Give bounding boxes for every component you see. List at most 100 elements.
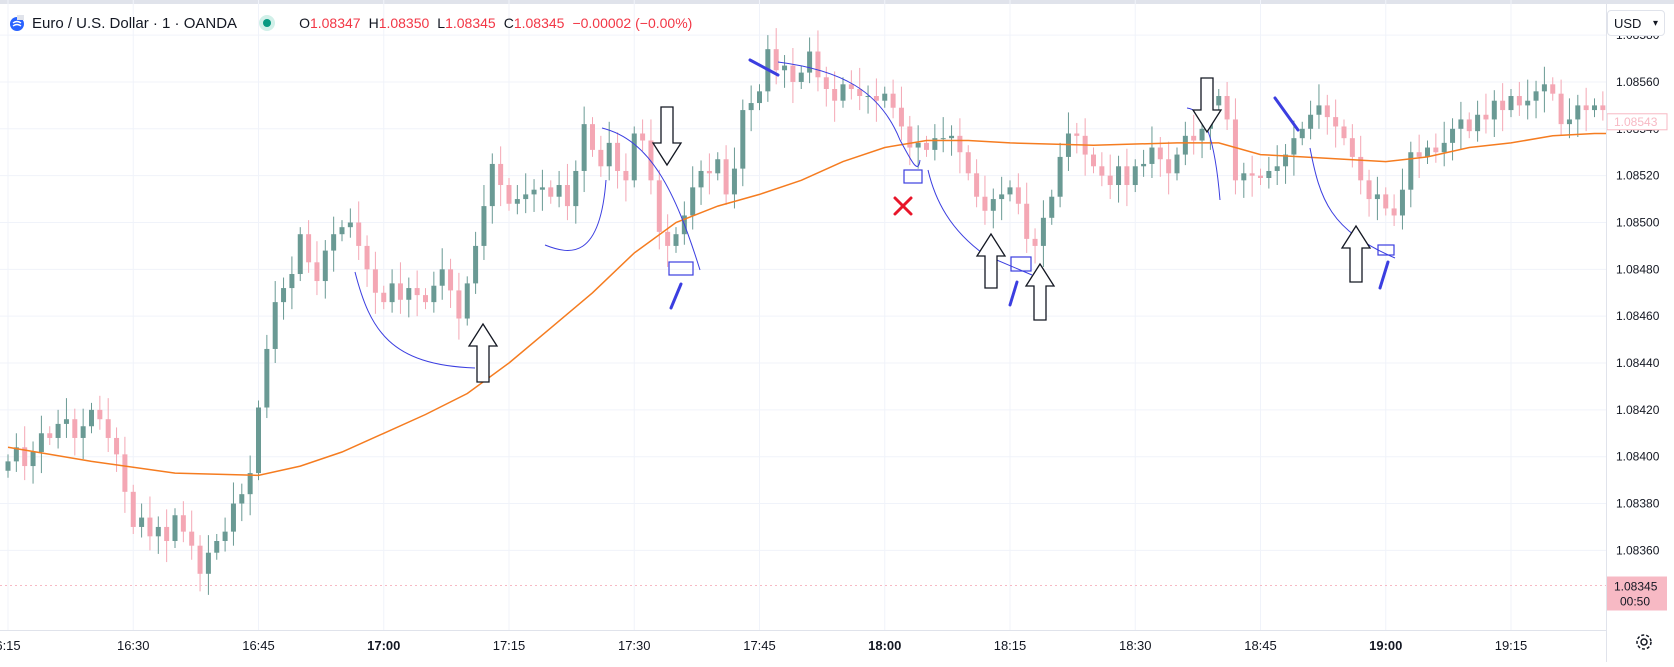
candle-body [965, 152, 971, 174]
drawing-stroke-4[interactable] [1273, 96, 1300, 132]
candle-body [464, 283, 470, 319]
candle-body [489, 163, 495, 207]
candle-body [882, 93, 888, 101]
drawing-stroke-2[interactable] [669, 282, 683, 310]
gear-icon[interactable] [1632, 630, 1656, 654]
candle-body [1099, 166, 1105, 176]
drawing-rect-2[interactable] [903, 169, 923, 184]
drawing-curve-7[interactable] [1309, 147, 1396, 259]
drawing-rect-4[interactable] [1377, 244, 1395, 256]
candle-body [364, 245, 370, 270]
ohlc-low-value: 1.08345 [445, 15, 496, 31]
candles [5, 28, 1606, 595]
candle-body [848, 84, 854, 89]
candle-body [1124, 166, 1130, 186]
drawing-stroke-5[interactable] [1378, 260, 1390, 290]
currency-dropdown[interactable]: USD ▾ [1607, 10, 1665, 36]
drawing-curve-4[interactable] [777, 61, 921, 167]
candle-body [155, 526, 161, 537]
x-tick-label: 18:45 [1244, 638, 1277, 653]
candle-body [907, 126, 913, 148]
candle-body [272, 302, 278, 349]
candle-body [89, 409, 94, 427]
arrow-up-1[interactable] [467, 322, 499, 383]
ohlc-close-value: 1.08345 [513, 15, 565, 31]
arrow-down-2[interactable] [1191, 77, 1223, 134]
chart-header: Euro / U.S. Dollar · 1 · OANDA O 1.08347 … [0, 10, 1600, 36]
candle-body [539, 187, 545, 190]
candle-body [164, 526, 170, 542]
candle-body [414, 288, 420, 296]
x-tick-label: 19:00 [1369, 638, 1402, 653]
candle-body [974, 173, 980, 197]
candle-body [623, 170, 629, 181]
candle-body [957, 135, 963, 153]
drawing-stroke-3[interactable] [1008, 280, 1019, 307]
candle-body [873, 96, 879, 101]
ma-price-label: 1.08543 [1614, 115, 1658, 129]
drawing-stroke-1[interactable] [748, 58, 780, 77]
candle-body [205, 552, 211, 574]
candle-body [1383, 194, 1389, 209]
cross-marker[interactable] [893, 196, 913, 216]
candle-body [5, 461, 11, 471]
candle-body [281, 288, 287, 303]
candle-body [13, 447, 19, 462]
candle-body [606, 142, 612, 167]
candle-body [180, 515, 186, 532]
drawing-curve-2[interactable] [544, 179, 607, 251]
candle-body [105, 419, 111, 438]
arrow-up-2[interactable] [975, 232, 1007, 289]
candle-body [648, 140, 654, 181]
x-tick-label: 6:15 [0, 638, 21, 653]
arrow-up-3[interactable] [1024, 262, 1056, 321]
candle-body [748, 103, 754, 111]
candle-body [598, 149, 604, 167]
candle-body [1508, 96, 1514, 111]
drawing-curve-1[interactable] [354, 271, 476, 369]
candle-body [1433, 147, 1439, 153]
candle-body [573, 170, 579, 207]
candle-body [72, 419, 78, 438]
symbol-title[interactable]: Euro / U.S. Dollar · 1 · OANDA [32, 14, 238, 32]
candle-body [1015, 187, 1021, 204]
drawing-curve-3[interactable] [601, 127, 701, 271]
candle-body [1157, 147, 1163, 160]
time-axis-border [0, 630, 1606, 631]
y-tick-label: 1.08460 [1616, 309, 1660, 323]
candle-body [999, 194, 1005, 200]
arrow-down-1[interactable] [651, 106, 683, 167]
candle-body [381, 292, 387, 303]
candle-body [665, 231, 671, 246]
candle-body [197, 545, 203, 574]
drawing-rect-3[interactable] [1010, 256, 1032, 272]
candle-body [1149, 147, 1155, 164]
candle-body [715, 159, 721, 174]
candle-body [990, 199, 996, 211]
user-drawings[interactable] [354, 58, 1396, 383]
candle-body [63, 419, 69, 424]
candle-body [656, 180, 662, 232]
drawing-rect-1[interactable] [668, 261, 694, 276]
candle-body [264, 348, 270, 408]
arrow-up-4[interactable] [1340, 224, 1372, 283]
candle-body [1266, 170, 1272, 178]
candle-body [1550, 84, 1556, 94]
candle-body [38, 433, 44, 453]
x-tick-label: 17:15 [493, 638, 526, 653]
price-axis-border [1606, 0, 1607, 662]
candle-body [556, 185, 562, 197]
candle-body [481, 206, 487, 246]
candle-body [590, 124, 595, 150]
candle-body [982, 196, 988, 211]
candle-body [1291, 138, 1297, 155]
candle-body [915, 142, 921, 148]
candle-body [306, 234, 312, 263]
candle-body [1316, 105, 1322, 115]
candle-body [1308, 114, 1314, 129]
candle-body [1024, 203, 1030, 239]
candle-body [1174, 154, 1180, 174]
candle-body [798, 72, 804, 82]
